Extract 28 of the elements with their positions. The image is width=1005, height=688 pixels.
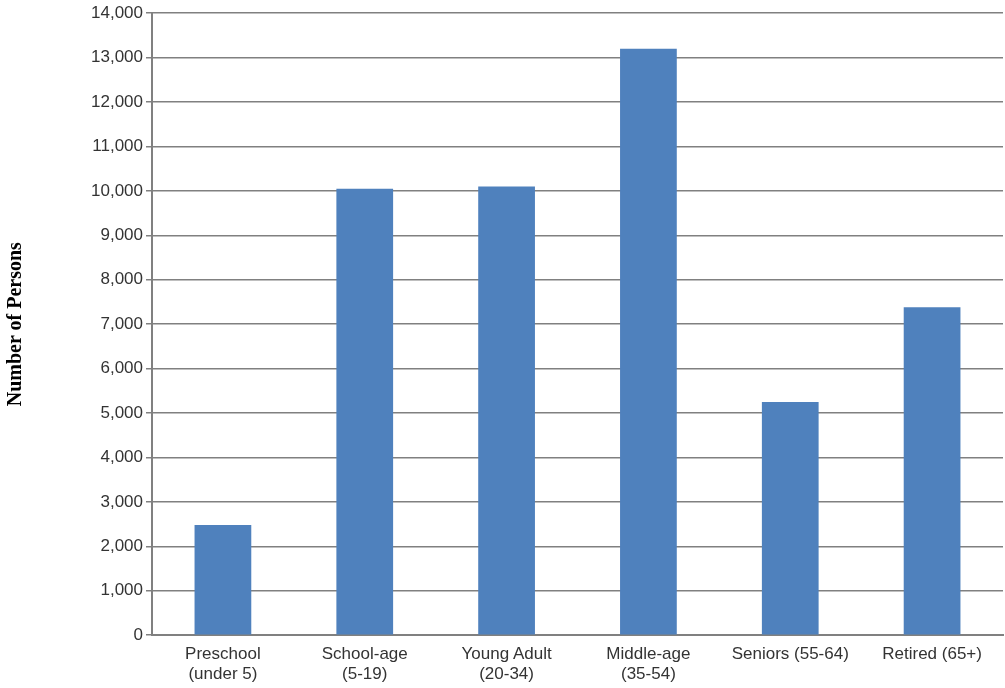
y-tick-label: 9,000 xyxy=(100,225,143,245)
x-tick-label: Middle-age (35-54) xyxy=(606,644,691,684)
x-tick-label: Young Adult (20-34) xyxy=(461,644,552,684)
y-tick-label: 10,000 xyxy=(91,180,143,200)
bar xyxy=(761,401,819,635)
x-tick-label: Preschool (under 5) xyxy=(185,644,261,684)
y-tick-label: 5,000 xyxy=(100,402,143,422)
x-tick-label: Retired (65+) xyxy=(882,644,982,664)
y-tick-label: 2,000 xyxy=(100,536,143,556)
bar xyxy=(194,525,252,635)
x-tick-label: School-age (5-19) xyxy=(321,644,408,684)
y-axis-title: Number of Persons xyxy=(3,241,26,407)
bar xyxy=(336,188,394,635)
y-tick-label: 4,000 xyxy=(100,447,143,467)
y-tick-label: 0 xyxy=(133,624,143,644)
y-tick-label: 13,000 xyxy=(91,47,143,67)
y-tick-label: 6,000 xyxy=(100,358,143,378)
y-tick-label: 3,000 xyxy=(100,491,143,511)
bar xyxy=(620,48,677,635)
bar xyxy=(478,186,535,635)
y-tick-label: 12,000 xyxy=(91,91,143,111)
y-tick-label: 1,000 xyxy=(100,580,143,600)
y-tick-label: 11,000 xyxy=(92,136,143,156)
x-tick-label: Seniors (55-64) xyxy=(731,644,849,664)
y-tick-label: 7,000 xyxy=(100,313,143,333)
bar xyxy=(903,307,961,635)
y-tick-label: 14,000 xyxy=(91,2,143,22)
y-tick-label: 8,000 xyxy=(100,269,143,289)
